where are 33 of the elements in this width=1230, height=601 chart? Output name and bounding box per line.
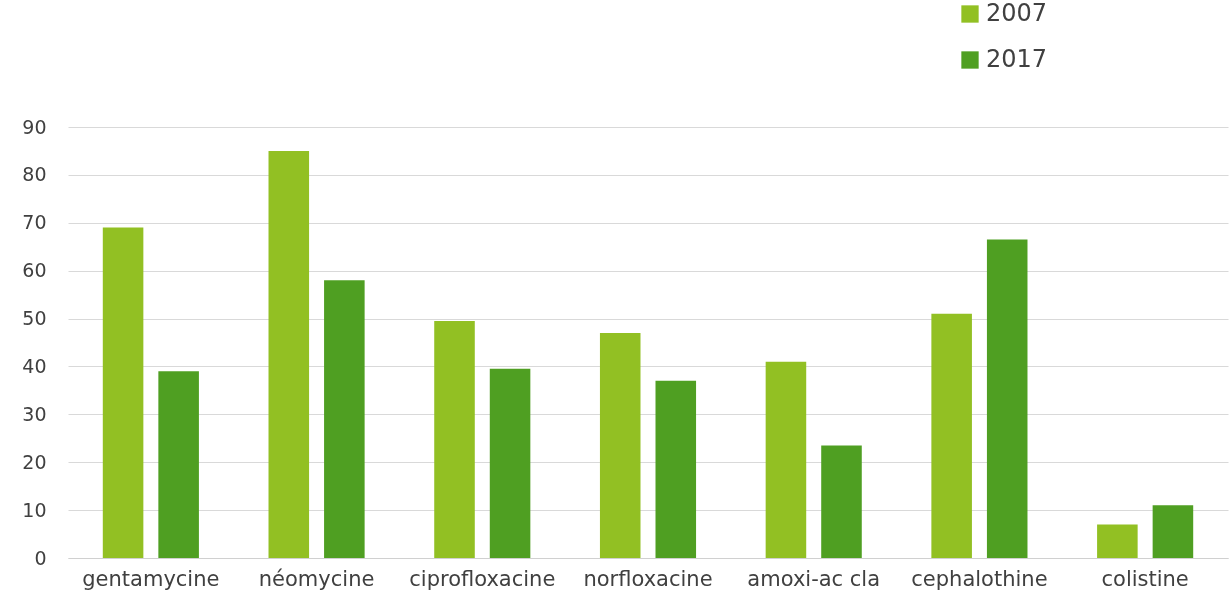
bar — [1152, 505, 1194, 558]
legend-label: 2017 — [986, 45, 1048, 73]
y-tick-label: 30 — [22, 402, 47, 425]
bar — [821, 445, 862, 558]
bar — [599, 332, 641, 558]
bar — [986, 239, 1028, 558]
x-tick-label: néomycine — [258, 566, 375, 591]
y-tick-label: 80 — [22, 163, 47, 186]
bar — [102, 227, 144, 558]
bar — [765, 361, 807, 558]
bar — [1097, 524, 1138, 558]
y-tick-label: 70 — [22, 211, 47, 234]
bar — [489, 368, 531, 558]
bar — [324, 280, 365, 558]
y-tick-label: 20 — [22, 450, 47, 473]
y-tick-label: 60 — [22, 259, 47, 282]
bar — [434, 320, 475, 558]
x-tick-label: norfloxacine — [583, 566, 713, 591]
x-tick-label: amoxi-ac cla — [747, 566, 881, 591]
bar — [655, 380, 697, 558]
x-tick-label: gentamycine — [82, 566, 220, 591]
y-tick-label: 0 — [34, 546, 47, 569]
y-tick-label: 10 — [22, 498, 47, 521]
x-tick-label: colistine — [1101, 566, 1189, 591]
bar — [268, 150, 310, 558]
bar — [931, 313, 972, 558]
y-tick-label: 50 — [22, 307, 47, 330]
x-tick-label: cephalothine — [911, 566, 1048, 591]
bar — [158, 371, 199, 558]
y-tick-label: 90 — [22, 115, 47, 138]
legend-label: 2007 — [986, 0, 1048, 27]
y-tick-label: 40 — [22, 354, 47, 377]
x-tick-label: ciprofloxacine — [409, 566, 556, 591]
